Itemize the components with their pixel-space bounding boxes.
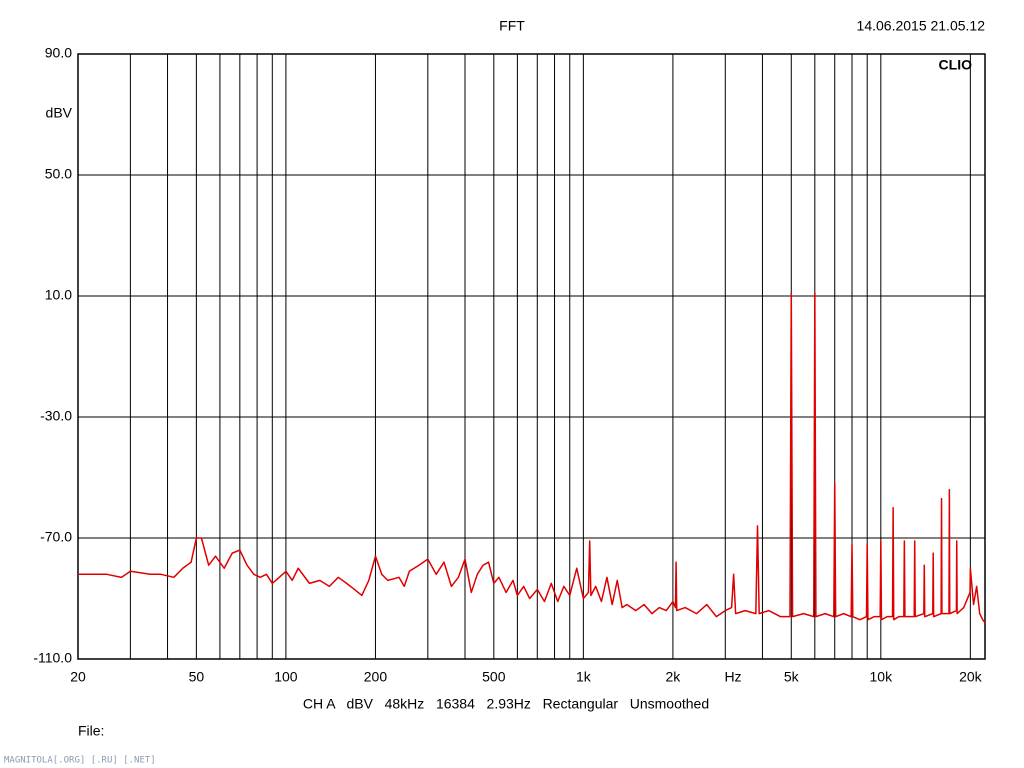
x-unit: Hz — [724, 669, 741, 685]
y-tick-label: -30.0 — [40, 408, 72, 424]
chart-title: FFT — [499, 18, 525, 34]
footer: CH A dBV 48kHz 16384 2.93Hz Rectangular … — [303, 696, 709, 712]
x-tick-label: 10k — [870, 669, 894, 685]
brand: CLIO — [939, 57, 973, 73]
y-tick-label: 90.0 — [45, 45, 72, 61]
y-tick-label: 10.0 — [45, 287, 72, 303]
y-tick-label: -70.0 — [40, 529, 72, 545]
x-tick-label: 20 — [70, 669, 86, 685]
x-tick-label: 100 — [274, 669, 298, 685]
y-tick-label: 50.0 — [45, 166, 72, 182]
x-tick-label: 200 — [364, 669, 388, 685]
x-tick-label: 500 — [482, 669, 506, 685]
file-label: File: — [78, 723, 104, 739]
x-tick-label: 1k — [576, 669, 592, 685]
x-tick-label: 5k — [784, 669, 800, 685]
y-tick-label: -110.0 — [33, 650, 72, 666]
spectrum-line — [78, 292, 986, 624]
x-tick-label: 2k — [666, 669, 682, 685]
y-unit: dBV — [46, 105, 73, 121]
watermark: MAGNITOLA[.ORG] [.RU] [.NET] — [4, 756, 156, 766]
timestamp: 14.06.2015 21.05.12 — [857, 18, 986, 34]
plot-frame — [77, 53, 986, 660]
x-tick-label: 20k — [959, 669, 983, 685]
x-tick-label: 50 — [189, 669, 205, 685]
